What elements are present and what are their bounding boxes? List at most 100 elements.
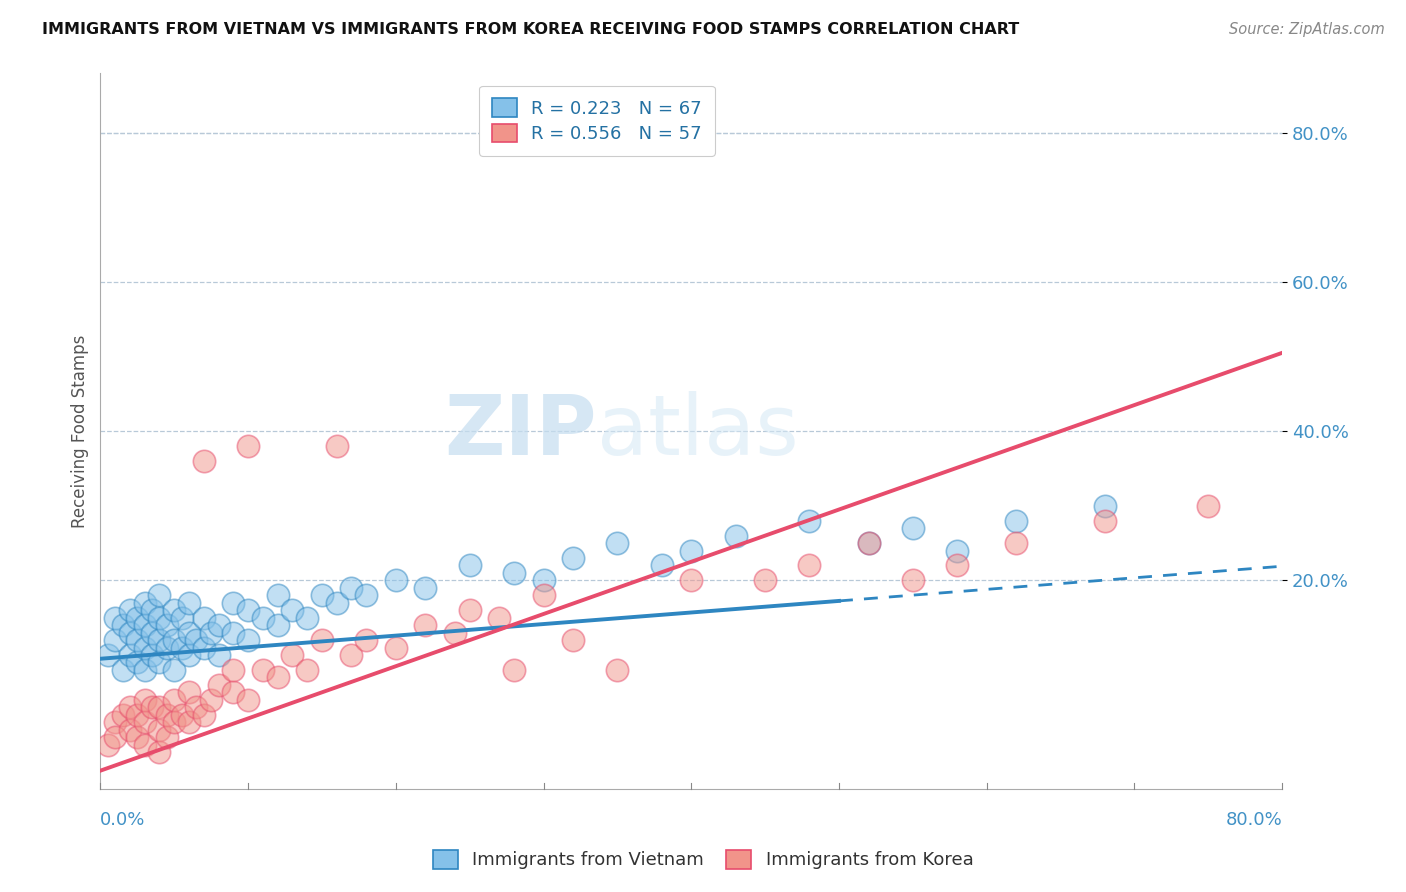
Point xyxy=(118,625,141,640)
Point xyxy=(163,603,186,617)
Point xyxy=(901,574,924,588)
Point xyxy=(207,678,229,692)
Point xyxy=(148,745,170,759)
Point xyxy=(170,640,193,655)
Point xyxy=(104,715,127,730)
Point xyxy=(118,723,141,737)
Point xyxy=(177,715,200,730)
Point xyxy=(200,625,222,640)
Point xyxy=(148,656,170,670)
Point xyxy=(606,663,628,677)
Point xyxy=(127,707,149,722)
Point xyxy=(681,574,703,588)
Y-axis label: Receiving Food Stamps: Receiving Food Stamps xyxy=(72,334,89,528)
Point xyxy=(134,640,156,655)
Point xyxy=(156,640,179,655)
Point xyxy=(1197,499,1219,513)
Text: 80.0%: 80.0% xyxy=(1226,811,1282,829)
Point xyxy=(127,656,149,670)
Point xyxy=(127,730,149,744)
Point xyxy=(281,603,304,617)
Point xyxy=(799,514,821,528)
Point xyxy=(163,633,186,648)
Point xyxy=(156,730,179,744)
Point xyxy=(340,648,363,662)
Point xyxy=(177,648,200,662)
Point xyxy=(562,633,585,648)
Point xyxy=(134,738,156,752)
Point xyxy=(163,693,186,707)
Point xyxy=(488,610,510,624)
Point xyxy=(325,596,347,610)
Point xyxy=(458,558,481,573)
Point xyxy=(193,707,215,722)
Point xyxy=(356,588,378,602)
Point xyxy=(606,536,628,550)
Point xyxy=(127,610,149,624)
Point xyxy=(252,610,274,624)
Point xyxy=(177,596,200,610)
Point xyxy=(163,715,186,730)
Point xyxy=(207,648,229,662)
Point xyxy=(111,707,134,722)
Point xyxy=(148,633,170,648)
Point xyxy=(236,439,259,453)
Point xyxy=(186,700,208,714)
Legend: R = 0.223   N = 67, R = 0.556   N = 57: R = 0.223 N = 67, R = 0.556 N = 57 xyxy=(479,86,714,156)
Point xyxy=(1094,514,1116,528)
Point xyxy=(222,625,245,640)
Point xyxy=(754,574,776,588)
Point xyxy=(946,558,969,573)
Point xyxy=(163,663,186,677)
Point xyxy=(266,670,288,684)
Point xyxy=(118,603,141,617)
Text: ZIP: ZIP xyxy=(444,391,596,472)
Point xyxy=(724,528,747,542)
Point xyxy=(266,588,288,602)
Point xyxy=(222,663,245,677)
Point xyxy=(104,610,127,624)
Point xyxy=(281,648,304,662)
Point xyxy=(311,588,333,602)
Text: atlas: atlas xyxy=(596,391,799,472)
Point xyxy=(236,693,259,707)
Point xyxy=(799,558,821,573)
Point xyxy=(385,574,408,588)
Point xyxy=(325,439,347,453)
Point xyxy=(97,648,120,662)
Point xyxy=(104,730,127,744)
Point xyxy=(458,603,481,617)
Point xyxy=(236,603,259,617)
Point xyxy=(200,693,222,707)
Point xyxy=(156,707,179,722)
Point xyxy=(946,543,969,558)
Point xyxy=(222,596,245,610)
Point xyxy=(141,625,163,640)
Point xyxy=(236,633,259,648)
Point xyxy=(385,640,408,655)
Point xyxy=(1005,514,1028,528)
Point xyxy=(104,633,127,648)
Point xyxy=(503,663,526,677)
Point xyxy=(170,610,193,624)
Point xyxy=(533,574,555,588)
Point xyxy=(193,454,215,468)
Point xyxy=(148,588,170,602)
Point xyxy=(177,625,200,640)
Point xyxy=(127,633,149,648)
Point xyxy=(311,633,333,648)
Point xyxy=(193,610,215,624)
Point xyxy=(141,603,163,617)
Point xyxy=(134,618,156,632)
Point xyxy=(444,625,467,640)
Point xyxy=(295,663,318,677)
Point xyxy=(207,618,229,632)
Point xyxy=(222,685,245,699)
Point xyxy=(148,723,170,737)
Text: Source: ZipAtlas.com: Source: ZipAtlas.com xyxy=(1229,22,1385,37)
Point xyxy=(356,633,378,648)
Legend: Immigrants from Vietnam, Immigrants from Korea: Immigrants from Vietnam, Immigrants from… xyxy=(423,841,983,879)
Point xyxy=(858,536,880,550)
Point xyxy=(111,618,134,632)
Point xyxy=(1005,536,1028,550)
